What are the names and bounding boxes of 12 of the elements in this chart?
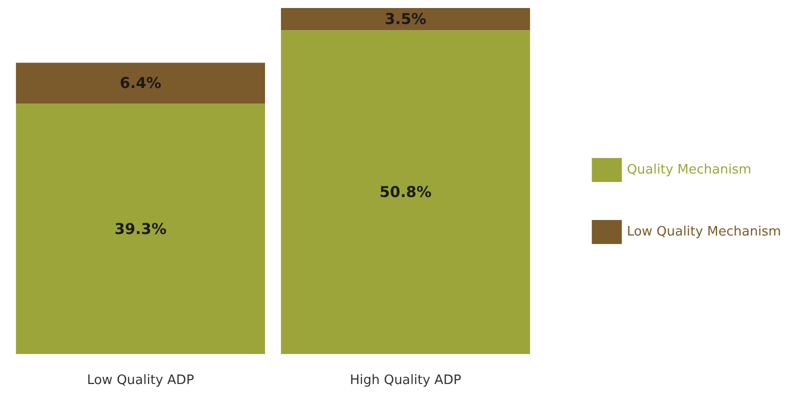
bar xyxy=(16,62,266,104)
legend-label: Low Quality Mechanism xyxy=(626,224,781,240)
bar xyxy=(16,104,266,354)
x-tick-label: Low Quality ADP xyxy=(86,373,194,388)
bar xyxy=(280,8,530,30)
legend-label: Quality Mechanism xyxy=(626,162,752,178)
bar xyxy=(280,30,530,354)
data-label: 39.3% xyxy=(114,220,167,238)
data-label: 50.8% xyxy=(379,183,432,202)
x-tick-label: High Quality ADP xyxy=(350,373,462,388)
data-label: 3.5% xyxy=(384,10,426,28)
data-label: 6.4% xyxy=(120,74,162,92)
